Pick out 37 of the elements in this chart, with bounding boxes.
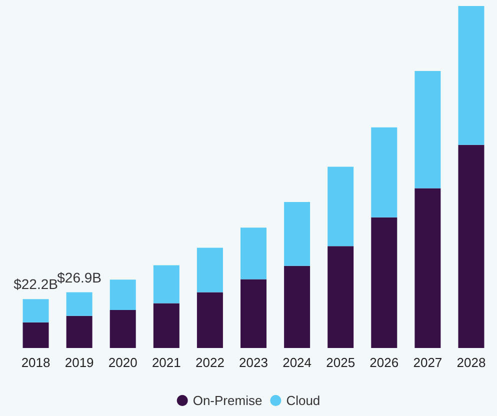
legend-label: Cloud (286, 393, 320, 408)
x-tick-label: 2025 (326, 355, 356, 370)
bar (66, 316, 92, 348)
bar (284, 266, 310, 348)
bar (153, 265, 180, 304)
bar (110, 280, 136, 310)
bar (240, 279, 266, 348)
x-tick-label: 2022 (195, 355, 224, 370)
bar (414, 70, 441, 188)
bar (284, 202, 310, 266)
bar (328, 166, 354, 246)
annotation: $26.9B (57, 269, 102, 286)
x-tick-label: 2019 (64, 355, 94, 370)
bar (153, 303, 180, 348)
annotation: $22.2B (14, 276, 58, 292)
bar (328, 246, 354, 348)
bar (371, 217, 398, 348)
bar (22, 322, 49, 348)
x-tick-label: 2024 (282, 355, 312, 370)
bar (414, 188, 441, 348)
bar (66, 292, 92, 316)
bar (110, 310, 136, 348)
x-tick-label: 2026 (370, 355, 399, 370)
bar (196, 248, 223, 292)
x-tick-label: 2023 (239, 355, 268, 370)
x-tick-label: 2021 (152, 355, 181, 370)
x-tick-label: 2028 (456, 355, 486, 370)
bar (196, 292, 223, 348)
bar (240, 228, 266, 280)
x-tick-label: 2020 (108, 355, 138, 370)
bar (22, 299, 49, 322)
legend-label: On-Premise (192, 393, 262, 408)
bar (458, 144, 484, 348)
bar (371, 127, 398, 218)
bar (458, 6, 484, 145)
x-tick-label: 2018 (21, 355, 50, 370)
x-tick-label: 2027 (413, 355, 442, 370)
